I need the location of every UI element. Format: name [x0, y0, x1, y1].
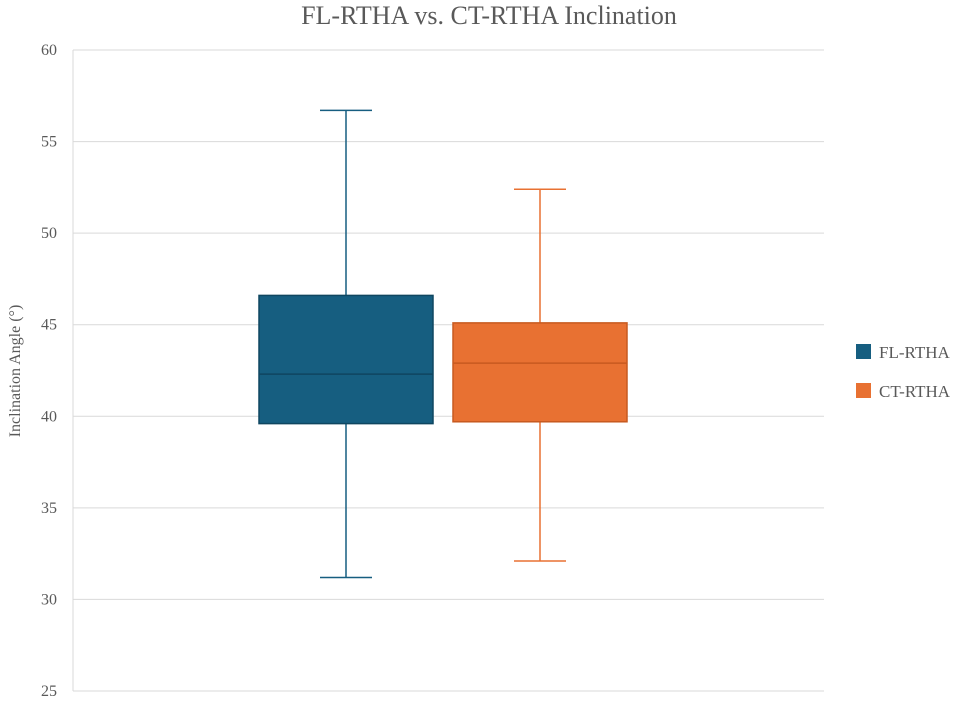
- legend-item-fl-rtha: FL-RTHA: [856, 343, 950, 362]
- box-fl-rtha: [258, 109, 434, 579]
- legend-item-ct-rtha: CT-RTHA: [856, 382, 951, 401]
- y-tick-label: 60: [41, 42, 57, 59]
- legend: FL-RTHA CT-RTHA: [856, 343, 951, 401]
- legend-label: CT-RTHA: [879, 382, 951, 401]
- y-axis-label: Inclination Angle (°): [7, 305, 24, 438]
- box-ct-rtha: [452, 188, 628, 562]
- iqr-box: [258, 294, 434, 425]
- iqr-box: [452, 322, 628, 423]
- gridlines: [73, 49, 824, 692]
- y-tick-label: 45: [41, 317, 57, 334]
- y-axis: 25 30 35 40 45 50 55 60: [41, 42, 74, 700]
- boxes: [258, 109, 628, 579]
- y-tick-label: 50: [41, 225, 57, 242]
- y-tick-label: 55: [41, 134, 57, 151]
- legend-swatch: [856, 383, 871, 398]
- y-tick-label: 25: [41, 683, 57, 700]
- y-tick-label: 35: [41, 500, 57, 517]
- legend-swatch: [856, 344, 871, 359]
- y-tick-label: 30: [41, 591, 57, 608]
- y-tick-label: 40: [41, 408, 57, 425]
- chart-title: FL-RTHA vs. CT-RTHA Inclination: [301, 1, 677, 30]
- legend-label: FL-RTHA: [879, 343, 950, 362]
